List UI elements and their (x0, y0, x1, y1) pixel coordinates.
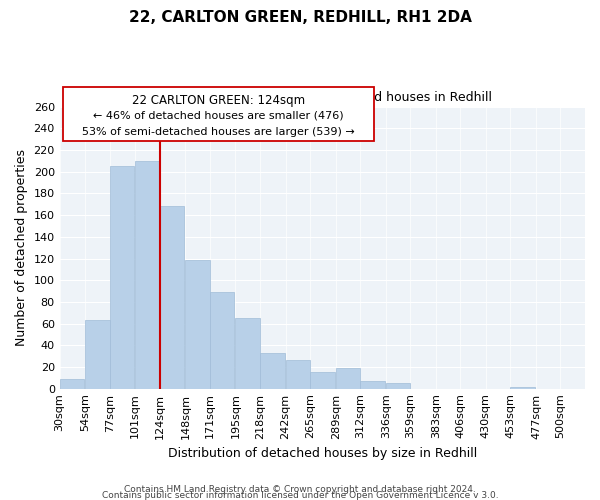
Text: 53% of semi-detached houses are larger (539) →: 53% of semi-detached houses are larger (… (82, 126, 355, 136)
Bar (110, 166, 134, 388)
Text: Contains HM Land Registry data © Crown copyright and database right 2024.: Contains HM Land Registry data © Crown c… (124, 484, 476, 494)
Title: Size of property relative to detached houses in Redhill: Size of property relative to detached ho… (152, 91, 493, 104)
FancyBboxPatch shape (63, 87, 374, 142)
Text: 22 CARLTON GREEN: 124sqm: 22 CARLTON GREEN: 124sqm (132, 94, 305, 106)
Bar (310, 372, 335, 388)
Bar (511, 386, 535, 388)
Bar (85, 320, 110, 388)
Bar (360, 381, 385, 388)
Text: ← 46% of detached houses are smaller (476): ← 46% of detached houses are smaller (47… (93, 110, 344, 120)
Text: 22, CARLTON GREEN, REDHILL, RH1 2DA: 22, CARLTON GREEN, REDHILL, RH1 2DA (128, 10, 472, 25)
Bar (210, 292, 235, 388)
Bar (136, 161, 160, 388)
Bar (59, 379, 84, 388)
Y-axis label: Number of detached properties: Number of detached properties (15, 149, 28, 346)
Bar (235, 318, 260, 388)
Bar (335, 368, 360, 388)
Bar (286, 360, 310, 388)
X-axis label: Distribution of detached houses by size in Redhill: Distribution of detached houses by size … (168, 447, 477, 460)
Bar (160, 206, 184, 388)
Bar (386, 384, 410, 388)
Bar (185, 260, 210, 388)
Text: Contains public sector information licensed under the Open Government Licence v : Contains public sector information licen… (101, 490, 499, 500)
Bar (260, 353, 284, 388)
